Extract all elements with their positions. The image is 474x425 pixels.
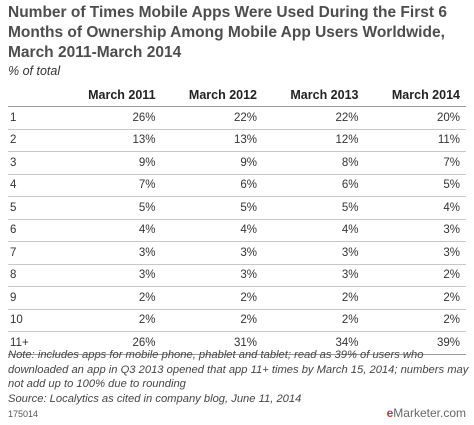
value-cell: 3% xyxy=(61,264,162,287)
table-row: 4 7% 6% 6% 5% xyxy=(8,174,466,197)
table-row: 11+ 26% 31% 34% 39% xyxy=(8,331,466,355)
value-cell: 6% xyxy=(161,174,264,197)
table-row: 10 2% 2% 2% 2% xyxy=(8,309,466,332)
value-cell: 12% xyxy=(263,129,365,152)
value-cell: 22% xyxy=(263,106,365,130)
row-label-cell: 11+ xyxy=(8,331,61,355)
value-cell: 2% xyxy=(263,286,365,310)
row-label-cell: 2 xyxy=(8,129,61,152)
value-cell: 2% xyxy=(161,286,264,310)
value-cell: 2% xyxy=(364,286,466,310)
emarketer-logo: eMarketer.com xyxy=(387,406,466,420)
value-cell: 9% xyxy=(161,151,264,175)
table-row: 3 9% 9% 8% 7% xyxy=(8,151,466,175)
value-cell: 8% xyxy=(263,151,365,175)
value-cell: 7% xyxy=(364,151,466,175)
value-cell: 13% xyxy=(161,129,264,152)
logo-marketer: Marketer xyxy=(393,406,440,420)
chart-subtitle: % of total xyxy=(8,64,61,78)
footnote: Note: includes apps for mobile phone, ph… xyxy=(8,348,470,406)
value-cell: 5% xyxy=(263,196,365,220)
value-cell: 3% xyxy=(161,241,264,265)
value-cell: 7% xyxy=(61,174,162,197)
table-row: 2 13% 13% 12% 11% xyxy=(8,129,466,152)
value-cell: 3% xyxy=(61,241,162,265)
value-cell: 3% xyxy=(161,264,264,287)
row-label-cell: 9 xyxy=(8,286,61,310)
row-label-cell: 7 xyxy=(8,241,61,265)
chart-title: Number of Times Mobile Apps Were Used Du… xyxy=(8,4,447,61)
value-cell: 26% xyxy=(61,106,162,130)
value-cell: 2% xyxy=(61,309,162,332)
value-cell: 4% xyxy=(161,219,264,242)
table-row: 7 3% 3% 3% 3% xyxy=(8,241,466,265)
table-row: 5 5% 5% 5% 4% xyxy=(8,196,466,220)
table-row: 1 26% 22% 22% 20% xyxy=(8,106,466,130)
value-cell: 26% xyxy=(61,331,162,355)
value-cell: 13% xyxy=(61,129,162,152)
value-cell: 31% xyxy=(161,331,264,355)
row-label-cell: 4 xyxy=(8,174,61,197)
row-label-cell: 8 xyxy=(8,264,61,287)
row-label-cell: 1 xyxy=(8,106,61,130)
value-cell: 2% xyxy=(364,264,466,287)
value-cell: 6% xyxy=(263,174,365,197)
header-cell-march-2012: March 2012 xyxy=(161,84,264,107)
row-label-cell: 6 xyxy=(8,219,61,242)
table-row: 8 3% 3% 3% 2% xyxy=(8,264,466,287)
header-cell-empty xyxy=(8,84,61,107)
value-cell: 3% xyxy=(263,264,365,287)
logo-suffix: .com xyxy=(439,406,466,420)
value-cell: 5% xyxy=(61,196,162,220)
header-row: March 2011 March 2012 March 2013 March 2… xyxy=(8,84,466,107)
value-cell: 2% xyxy=(263,309,365,332)
logo-e: e xyxy=(386,406,394,420)
value-cell: 2% xyxy=(161,309,264,332)
value-cell: 34% xyxy=(263,331,365,355)
value-cell: 2% xyxy=(364,309,466,332)
value-cell: 39% xyxy=(364,331,466,355)
table-row: 9 2% 2% 2% 2% xyxy=(8,286,466,310)
table-row: 6 4% 4% 4% 3% xyxy=(8,219,466,242)
row-label-cell: 3 xyxy=(8,151,61,175)
value-cell: 3% xyxy=(364,241,466,265)
data-table: March 2011 March 2012 March 2013 March 2… xyxy=(8,84,466,355)
header-cell-march-2014: March 2014 xyxy=(364,84,466,107)
note-text: Note: includes apps for mobile phone, ph… xyxy=(8,349,469,390)
value-cell: 9% xyxy=(61,151,162,175)
value-cell: 5% xyxy=(161,196,264,220)
source-text: Source: Localytics as cited in company b… xyxy=(8,392,302,405)
row-label-cell: 5 xyxy=(8,196,61,220)
header-cell-march-2011: March 2011 xyxy=(61,84,162,107)
value-cell: 4% xyxy=(364,196,466,220)
header-cell-march-2013: March 2013 xyxy=(263,84,365,107)
row-label-cell: 10 xyxy=(8,309,61,332)
chart-code: 175014 xyxy=(8,409,39,419)
value-cell: 22% xyxy=(161,106,264,130)
value-cell: 3% xyxy=(364,219,466,242)
value-cell: 3% xyxy=(263,241,365,265)
value-cell: 5% xyxy=(364,174,466,197)
value-cell: 4% xyxy=(263,219,365,242)
value-cell: 2% xyxy=(61,286,162,310)
value-cell: 20% xyxy=(364,106,466,130)
value-cell: 11% xyxy=(364,129,466,152)
value-cell: 4% xyxy=(61,219,162,242)
table-body: 1 26% 22% 22% 20% 2 13% 13% 12% 11% 3 9% 9% 8% 7% 4 7% 6%… xyxy=(8,106,466,355)
